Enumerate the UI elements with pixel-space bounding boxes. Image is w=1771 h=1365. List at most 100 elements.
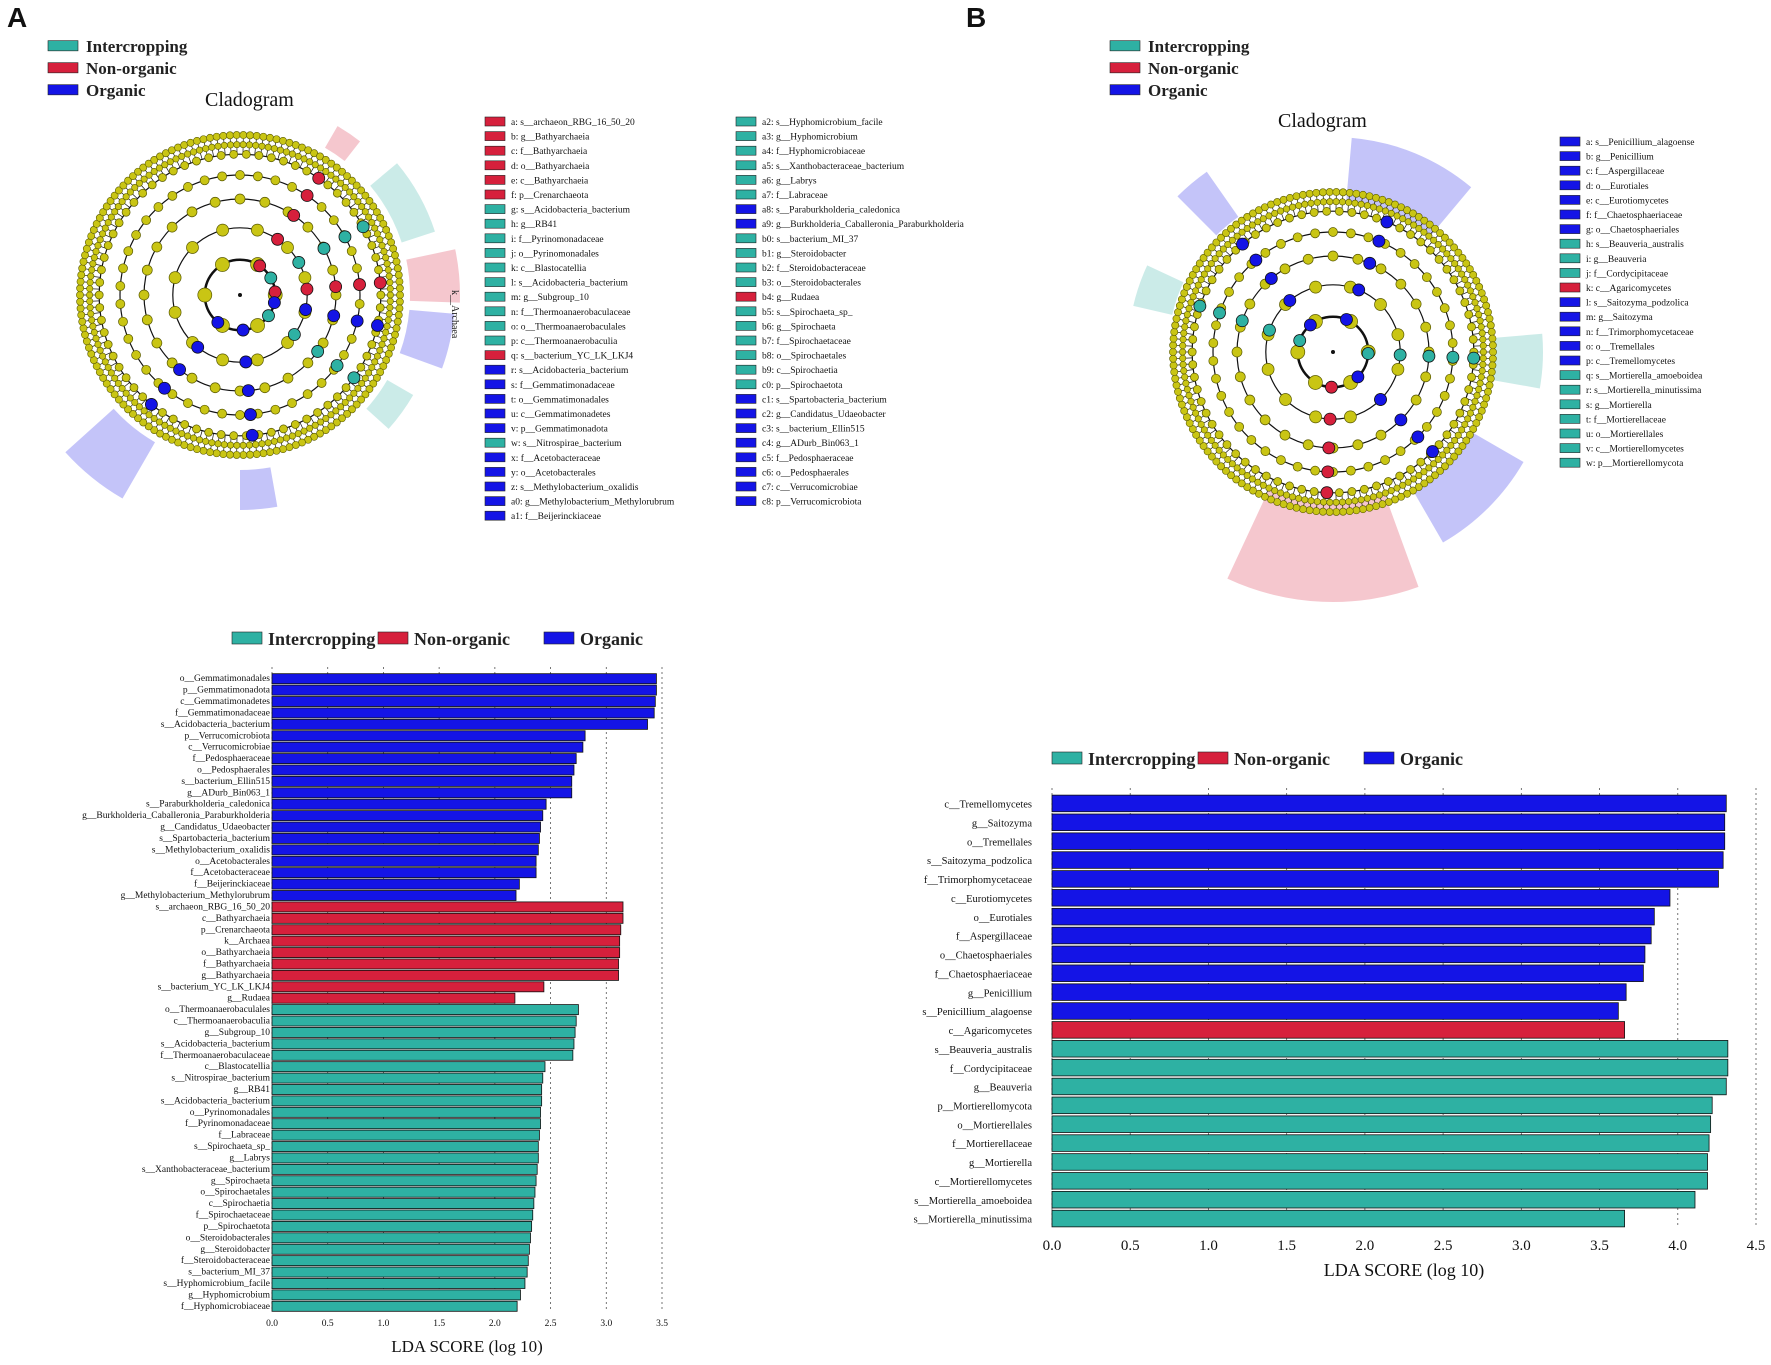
clade-node	[341, 398, 349, 406]
clade-node	[199, 446, 208, 455]
clade-node	[1454, 248, 1463, 257]
key-b-swatch-19	[1559, 414, 1581, 424]
clade-node	[264, 143, 272, 151]
clade-node	[1249, 209, 1257, 218]
clade-node	[361, 374, 369, 382]
key-a-col1-swatch-19	[484, 394, 506, 404]
clade-node-significant	[267, 296, 281, 310]
clade-node	[1325, 188, 1334, 196]
clade-node	[89, 260, 97, 268]
clade-node	[101, 358, 109, 366]
clade-node	[1443, 446, 1451, 454]
clade-node	[131, 350, 141, 360]
clade-node	[357, 186, 366, 195]
clade-node	[1243, 483, 1252, 491]
clade-node	[1313, 198, 1321, 206]
cladogram-b-title: Cladogram	[1278, 110, 1367, 132]
key-a-col1-label-25: z: s__Methylobacterium_oxalidis	[511, 483, 639, 493]
clade-node	[354, 384, 362, 392]
clade-node	[114, 186, 123, 195]
clade-node-significant	[1293, 334, 1307, 347]
clade-node	[246, 131, 254, 140]
bar-label-g-rb41: g__RB41	[234, 1085, 271, 1095]
x-tick-label-4: 2.0	[1356, 1238, 1375, 1254]
bar-c-bathyarchaeia	[271, 912, 624, 924]
clade-node	[155, 164, 163, 172]
clade-node	[1188, 335, 1198, 344]
clade-node	[279, 445, 287, 454]
clade-node	[122, 389, 130, 397]
clade-node	[155, 418, 163, 426]
clade-node	[358, 379, 366, 387]
clade-node	[302, 414, 312, 424]
clade-node	[1214, 264, 1224, 274]
clade-node	[1276, 455, 1286, 465]
clade-node	[300, 155, 308, 163]
clade-node	[1199, 254, 1208, 262]
bar-label-f-bathyarchaeia: f__Bathyarchaeia	[203, 958, 271, 969]
key-a-col1-label-20: u: c__Gemmatimonadetes	[511, 410, 611, 420]
key-a-col1-label-0: a: s__archaeon_RBG_16_50_20	[511, 118, 635, 128]
bar-o-spirochaetales	[271, 1186, 536, 1198]
clade-node-significant	[299, 303, 313, 316]
bar-s-bacterium-ellin515	[271, 775, 573, 787]
key-a-col1-swatch-15	[484, 335, 506, 346]
key-a-col2-swatch-26	[735, 496, 757, 506]
clade-node-significant	[1263, 323, 1276, 337]
clade-node	[229, 431, 239, 441]
clade-node	[1217, 233, 1225, 242]
bar-label-o-spirochaetales: o__Spirochaetales	[200, 1188, 270, 1198]
clade-node	[294, 430, 302, 438]
clade-node	[302, 389, 313, 399]
clade-node	[129, 383, 139, 392]
clade-node	[1420, 479, 1429, 488]
key-b-swatch-0	[1559, 136, 1581, 147]
clade-node	[316, 429, 324, 438]
clade-node	[1188, 271, 1197, 279]
clade-node	[1399, 481, 1407, 489]
bar-label-s-acidobacteria-bacterium: s__Acidobacteria_bacterium	[161, 720, 271, 730]
clade-node	[1215, 446, 1223, 454]
bar-s-hyphomicrobium-facile	[271, 1278, 526, 1289]
clade-node	[323, 180, 333, 190]
key-b-swatch-16	[1559, 370, 1581, 380]
clade-node	[190, 434, 198, 442]
x-tick-label-7: 3.5	[656, 1319, 668, 1329]
bar-label-s-saitozyma-podzolica: s__Saitozyma_podzolica	[927, 856, 1032, 867]
bar-label-s-mortierella-minutissima: s__Mortierella_minutissima	[914, 1215, 1033, 1226]
clade-node	[1372, 502, 1380, 511]
clade-node-significant	[158, 381, 171, 395]
clade-node	[254, 151, 264, 160]
clade-node	[124, 176, 132, 185]
bar-g-spirochaeta	[271, 1175, 537, 1187]
bar-label-o-thermoanaerobaculales: o__Thermoanaerobaculales	[165, 1005, 270, 1015]
clade-node	[1174, 387, 1182, 396]
clade-node	[103, 340, 113, 349]
legend-label-non_organic: Non-organic	[86, 59, 177, 78]
bar-legend-swatch-organic	[1363, 751, 1395, 765]
clade-node	[1458, 254, 1467, 262]
clade-node	[332, 407, 340, 415]
bar-p-spirochaetota	[271, 1220, 533, 1232]
key-b-swatch-2	[1559, 165, 1581, 176]
clade-node	[1237, 479, 1246, 488]
bar-g-penicillium	[1051, 983, 1627, 1001]
clade-node	[1190, 372, 1199, 382]
bar-f-aspergillaceae	[1051, 926, 1652, 945]
x-axis-title: LDA SCORE (log 10)	[1324, 1260, 1485, 1281]
clade-node-significant	[350, 314, 364, 328]
bar-o-steroidobacterales	[271, 1232, 531, 1244]
clade-node	[1227, 471, 1235, 480]
clade-node	[1488, 341, 1497, 350]
clade-node	[233, 141, 241, 149]
clade-node	[1238, 468, 1246, 476]
clade-node	[77, 311, 86, 319]
clade-node	[375, 303, 385, 312]
clade-node	[282, 372, 294, 384]
clade-node-significant	[356, 220, 370, 234]
clade-node	[1244, 298, 1256, 310]
clade-node	[328, 215, 339, 226]
clade-node	[1171, 374, 1180, 383]
bar-label-o-pyrinomonadales: o__Pyrinomonadales	[190, 1108, 271, 1118]
clade-node	[129, 172, 137, 180]
